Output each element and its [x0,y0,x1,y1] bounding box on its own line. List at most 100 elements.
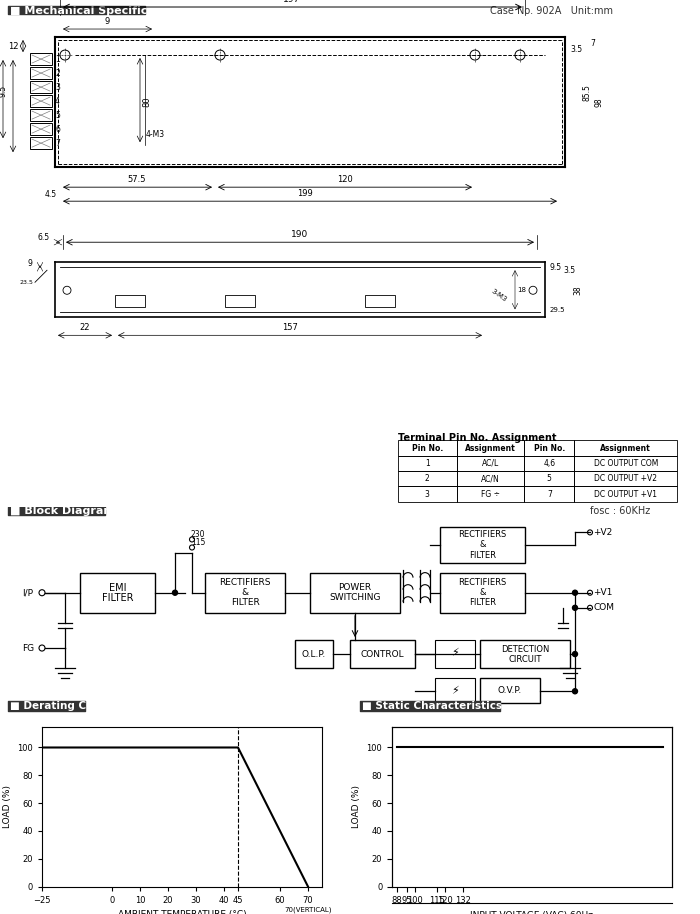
Text: 4.5: 4.5 [45,190,57,199]
Text: 38: 38 [573,285,582,294]
Text: 5: 5 [547,474,552,484]
Text: 9: 9 [104,17,110,26]
Text: O.V.P.: O.V.P. [498,686,522,696]
Text: 7: 7 [547,490,552,499]
Text: RECTIFIERS: RECTIFIERS [219,579,271,587]
Text: 115: 115 [191,538,205,547]
Bar [574,441,677,456]
Text: 2: 2 [425,474,430,484]
Bar [456,486,524,502]
Text: +V1: +V1 [593,589,612,597]
Text: DC OUTPUT +V1: DC OUTPUT +V1 [594,490,657,499]
Text: ⚡: ⚡ [451,648,459,658]
Text: 3: 3 [425,490,430,499]
Bar [524,486,574,502]
Text: FILTER: FILTER [469,599,496,607]
Circle shape [573,590,577,595]
Text: +V2: +V2 [593,528,612,537]
Y-axis label: LOAD (%): LOAD (%) [352,785,361,828]
Bar [295,640,333,668]
Bar [365,295,395,307]
Text: 3.5: 3.5 [570,45,582,54]
Text: 85.5: 85.5 [583,84,592,101]
Text: SWITCHING: SWITCHING [329,593,381,602]
Text: POWER: POWER [338,583,372,592]
Bar [225,295,255,307]
Text: 98: 98 [595,97,604,107]
Bar [456,471,524,486]
Bar [115,295,145,307]
Bar [350,640,415,668]
Text: 12: 12 [8,41,18,50]
Text: FILTER: FILTER [469,550,496,559]
Text: 4: 4 [55,97,60,106]
Text: CIRCUIT: CIRCUIT [508,654,542,664]
Text: CONTROL: CONTROL [360,650,405,659]
Text: 4-M3: 4-M3 [146,130,164,139]
Text: 9.5: 9.5 [550,262,562,271]
Text: 80: 80 [142,97,151,108]
Text: AC/L: AC/L [482,459,499,468]
Circle shape [573,689,577,694]
Bar [30,109,52,122]
Bar [574,456,677,471]
Text: 9.5: 9.5 [0,85,8,97]
Text: 190: 190 [291,230,309,239]
Bar [30,95,52,107]
Text: COM: COM [593,603,614,612]
Bar [205,572,285,612]
Text: &: & [480,540,486,549]
Text: 70(VERTICAL): 70(VERTICAL) [284,906,332,912]
Text: RECTIFIERS: RECTIFIERS [458,530,507,539]
Bar [524,471,574,486]
Bar [524,456,574,471]
Text: FILTER: FILTER [230,599,260,607]
Text: 197: 197 [284,0,300,4]
Text: 120: 120 [337,175,353,184]
Bar [456,456,524,471]
Text: AC/N: AC/N [481,474,500,484]
Bar [435,678,475,704]
Circle shape [573,605,577,611]
Text: O.L.P.: O.L.P. [302,650,326,659]
Bar [398,441,456,456]
Bar [480,640,570,668]
Bar [480,678,540,704]
Bar [30,81,52,93]
Text: 18: 18 [517,287,526,292]
Text: 199: 199 [297,189,313,198]
Bar [398,471,456,486]
Bar [310,572,400,612]
Bar [80,572,155,612]
Text: 6: 6 [55,124,60,133]
Text: 23.5: 23.5 [20,281,34,285]
Text: 3-M3: 3-M3 [490,288,507,303]
Circle shape [172,590,178,595]
Text: 57.5: 57.5 [127,175,146,184]
Text: 7: 7 [590,38,595,48]
Text: &: & [480,589,486,597]
Text: Assignment: Assignment [601,443,651,452]
Text: DC OUTPUT +V2: DC OUTPUT +V2 [594,474,657,484]
Text: ■ Mechanical Specification: ■ Mechanical Specification [10,6,179,16]
Bar [456,441,524,456]
Text: FG: FG [22,643,34,653]
Bar [30,67,52,80]
Bar [574,471,677,486]
Text: 2: 2 [55,69,60,78]
Text: DC OUTPUT COM: DC OUTPUT COM [594,459,658,468]
Text: Terminal Pin No. Assignment: Terminal Pin No. Assignment [398,432,556,442]
Text: 6.5: 6.5 [37,233,49,242]
Text: fosc : 60KHz: fosc : 60KHz [590,506,650,516]
Y-axis label: LOAD (%): LOAD (%) [3,785,12,828]
Bar [398,456,456,471]
Text: ■ Static Characteristics: ■ Static Characteristics [362,701,502,711]
Bar [30,53,52,65]
Bar [440,527,525,563]
Text: 3.5: 3.5 [563,266,575,275]
Text: ■ Derating Curve: ■ Derating Curve [10,701,113,711]
X-axis label: INPUT VOLTAGE (VAC) 60Hz: INPUT VOLTAGE (VAC) 60Hz [470,911,594,914]
Bar [30,123,52,135]
Bar [398,486,456,502]
Text: 157: 157 [282,324,298,333]
